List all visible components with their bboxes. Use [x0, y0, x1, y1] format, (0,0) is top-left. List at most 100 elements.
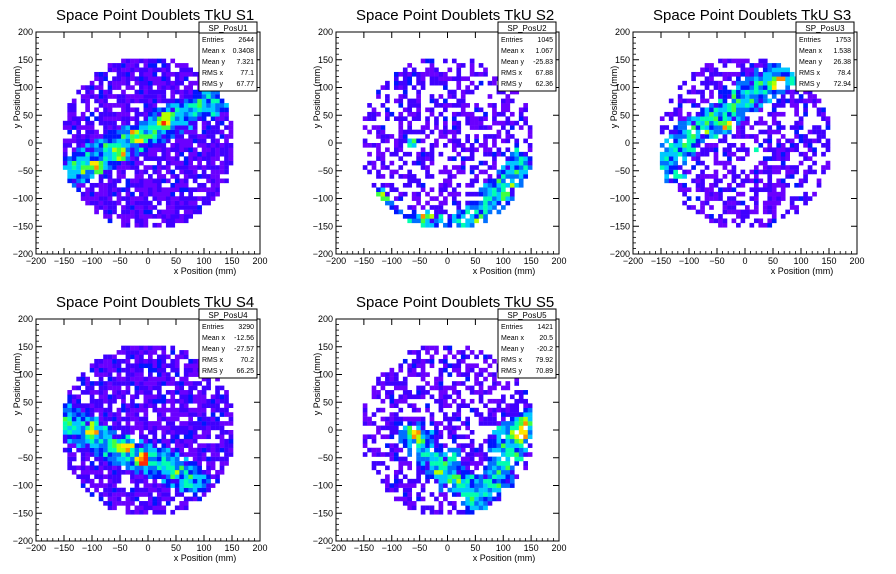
- heatmap-cell: [76, 430, 81, 435]
- heatmap-cell: [183, 465, 189, 471]
- heatmap-cell: [134, 394, 140, 400]
- heatmap-cell: [785, 147, 790, 153]
- stats-key: Mean x: [202, 48, 225, 55]
- heatmap-cell: [85, 165, 90, 170]
- heatmap-cell: [148, 178, 153, 184]
- y-tick-label: 150: [615, 55, 630, 65]
- heatmap-cell: [664, 151, 670, 157]
- heatmap-cell: [201, 116, 207, 121]
- heatmap-cell: [139, 492, 144, 497]
- heatmap-cell: [478, 421, 484, 426]
- heatmap-cell: [740, 111, 746, 117]
- heatmap-cell: [749, 196, 755, 201]
- heatmap-cell: [376, 174, 381, 179]
- heatmap-cell: [496, 487, 502, 493]
- heatmap-cell: [398, 125, 404, 130]
- heatmap-cell: [201, 394, 207, 400]
- heatmap-cell: [745, 107, 750, 113]
- heatmap-cell: [434, 461, 439, 466]
- heatmap-cell: [438, 456, 444, 462]
- stats-key: Mean y: [202, 59, 225, 66]
- heatmap-cell: [165, 196, 171, 201]
- heatmap-cell: [402, 381, 408, 386]
- heatmap-cell: [210, 125, 216, 130]
- heatmap-cell: [469, 363, 475, 369]
- y-tick-label: 100: [318, 83, 333, 93]
- heatmap-cell: [143, 425, 149, 431]
- y-tick-label: −150: [13, 508, 33, 518]
- heatmap-cell: [505, 200, 511, 206]
- heatmap-cell: [139, 447, 144, 453]
- heatmap-cell: [722, 125, 728, 130]
- heatmap-cell: [170, 425, 176, 431]
- heatmap-cell: [125, 501, 131, 506]
- heatmap-cell: [130, 416, 135, 422]
- heatmap-cell: [134, 447, 140, 453]
- heatmap-cell: [407, 421, 413, 426]
- heatmap-cell: [821, 134, 826, 139]
- heatmap-cell: [402, 85, 408, 90]
- heatmap-cell: [474, 205, 479, 210]
- heatmap-cell: [165, 483, 171, 488]
- heatmap-cell: [80, 125, 86, 130]
- heatmap-cell: [478, 390, 484, 395]
- heatmap-cell: [700, 111, 705, 117]
- heatmap-cell: [447, 474, 453, 480]
- heatmap-cell: [201, 103, 207, 108]
- heatmap-cell: [161, 80, 167, 86]
- y-tick-label: 150: [18, 342, 33, 352]
- heatmap-cell: [501, 398, 506, 404]
- heatmap-cell: [465, 469, 470, 475]
- heatmap-cell: [80, 147, 86, 153]
- heatmap-cell: [161, 187, 167, 193]
- heatmap-cell: [478, 398, 484, 404]
- heatmap-cell: [443, 425, 448, 431]
- heatmap-cell: [210, 398, 216, 404]
- heatmap-cell: [487, 103, 493, 108]
- heatmap-cell: [704, 85, 710, 90]
- heatmap-cell: [416, 461, 421, 466]
- heatmap-cell: [192, 461, 198, 466]
- y-axis-label: y Position (mm): [12, 353, 22, 416]
- heatmap-cell: [76, 434, 81, 440]
- heatmap-cell: [183, 487, 189, 493]
- heatmap-cell: [143, 151, 149, 157]
- heatmap-cell: [174, 107, 180, 113]
- heatmap-cell: [771, 76, 777, 82]
- heatmap-cell: [474, 465, 479, 471]
- heatmap-cell: [469, 487, 475, 493]
- heatmap-cell: [465, 89, 470, 95]
- heatmap-cell: [389, 367, 395, 373]
- heatmap-cell: [215, 178, 220, 184]
- heatmap-cell: [509, 447, 515, 453]
- heatmap-cell: [197, 151, 202, 157]
- heatmap-cell: [121, 398, 126, 404]
- heatmap-cell: [393, 76, 399, 82]
- heatmap-cell: [753, 67, 759, 73]
- heatmap-cell: [170, 71, 176, 77]
- heatmap-cell: [103, 120, 108, 126]
- heatmap-cell: [152, 67, 158, 73]
- heatmap-cell: [174, 182, 180, 188]
- heatmap-cell: [148, 151, 153, 157]
- chart-title: Space Point Doublets TkU S3: [653, 7, 851, 24]
- heatmap-cell: [447, 447, 453, 453]
- heatmap-cell: [407, 151, 413, 157]
- heatmap-cell: [429, 358, 435, 364]
- heatmap-cell: [753, 169, 759, 175]
- heatmap-cell: [125, 205, 131, 210]
- heatmap-cell: [789, 89, 795, 95]
- heatmap-cell: [745, 76, 750, 82]
- heatmap-cell: [165, 67, 171, 73]
- heatmap-cell: [134, 496, 140, 502]
- heatmap-cell: [492, 434, 497, 440]
- heatmap-cell: [161, 465, 167, 471]
- heatmap-cell: [152, 94, 158, 99]
- heatmap-cell: [201, 376, 207, 382]
- heatmap-cell: [228, 443, 234, 448]
- heatmap-cell: [134, 143, 140, 148]
- heatmap-cell: [130, 178, 135, 184]
- heatmap-cell: [156, 80, 162, 86]
- heatmap-cell: [776, 143, 782, 148]
- heatmap-cell: [89, 390, 95, 395]
